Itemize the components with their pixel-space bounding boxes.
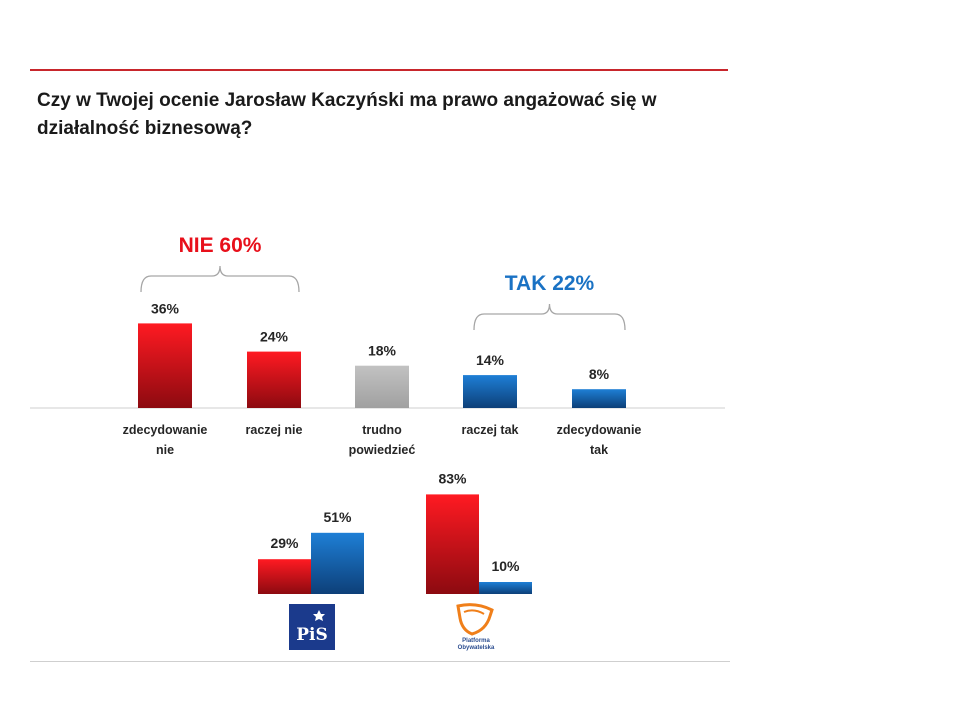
party-bar-1-1 (258, 559, 311, 594)
category-label: trudno powiedzieć (349, 423, 416, 457)
category-label: zdecydowanie tak (557, 423, 642, 457)
group-brace (473, 303, 626, 331)
bar-value-label: 24% (260, 329, 289, 345)
top-rule (30, 69, 728, 71)
party-bar-value-label: 83% (438, 470, 467, 486)
party-bar-2-2 (479, 582, 532, 594)
bar-2 (247, 351, 301, 408)
category-label: raczej tak (462, 423, 519, 437)
bar-4 (463, 375, 517, 408)
category-label: raczej nie (246, 423, 303, 437)
po-logo-line2: Obywatelska (458, 645, 495, 651)
bar-3 (355, 365, 409, 408)
party-bar-2-1 (426, 494, 479, 594)
party-bar-chart: 29% 51% 83% 10% (258, 470, 532, 594)
bar-value-label: 36% (151, 300, 180, 316)
bottom-rule (30, 661, 730, 662)
page-title: Czy w Twojej ocenie Jarosław Kaczyński m… (37, 90, 657, 139)
party-bar-value-label: 29% (270, 535, 299, 551)
bar-value-label: 14% (476, 352, 505, 368)
group-brace (140, 265, 300, 293)
bar-value-label: 18% (368, 343, 397, 359)
main-bar-chart: 36% zdecydowanie nie 24% raczej nie 18% trudno… (30, 234, 725, 457)
category-label: zdecydowanie nie (123, 423, 208, 457)
bar-1 (138, 323, 192, 408)
bar-5 (572, 389, 626, 408)
group-label: TAK 22% (505, 272, 595, 295)
po-logo: Platforma Obywatelska (456, 603, 495, 651)
group-label: NIE 60% (179, 234, 262, 257)
pis-logo: PiS (289, 604, 335, 650)
bar-value-label: 8% (589, 366, 610, 382)
po-logo-line1: Platforma (462, 638, 490, 644)
party-bar-value-label: 51% (323, 509, 352, 525)
pis-logo-text: PiS (296, 625, 328, 645)
party-bar-value-label: 10% (491, 558, 520, 574)
party-bar-1-2 (311, 532, 364, 594)
